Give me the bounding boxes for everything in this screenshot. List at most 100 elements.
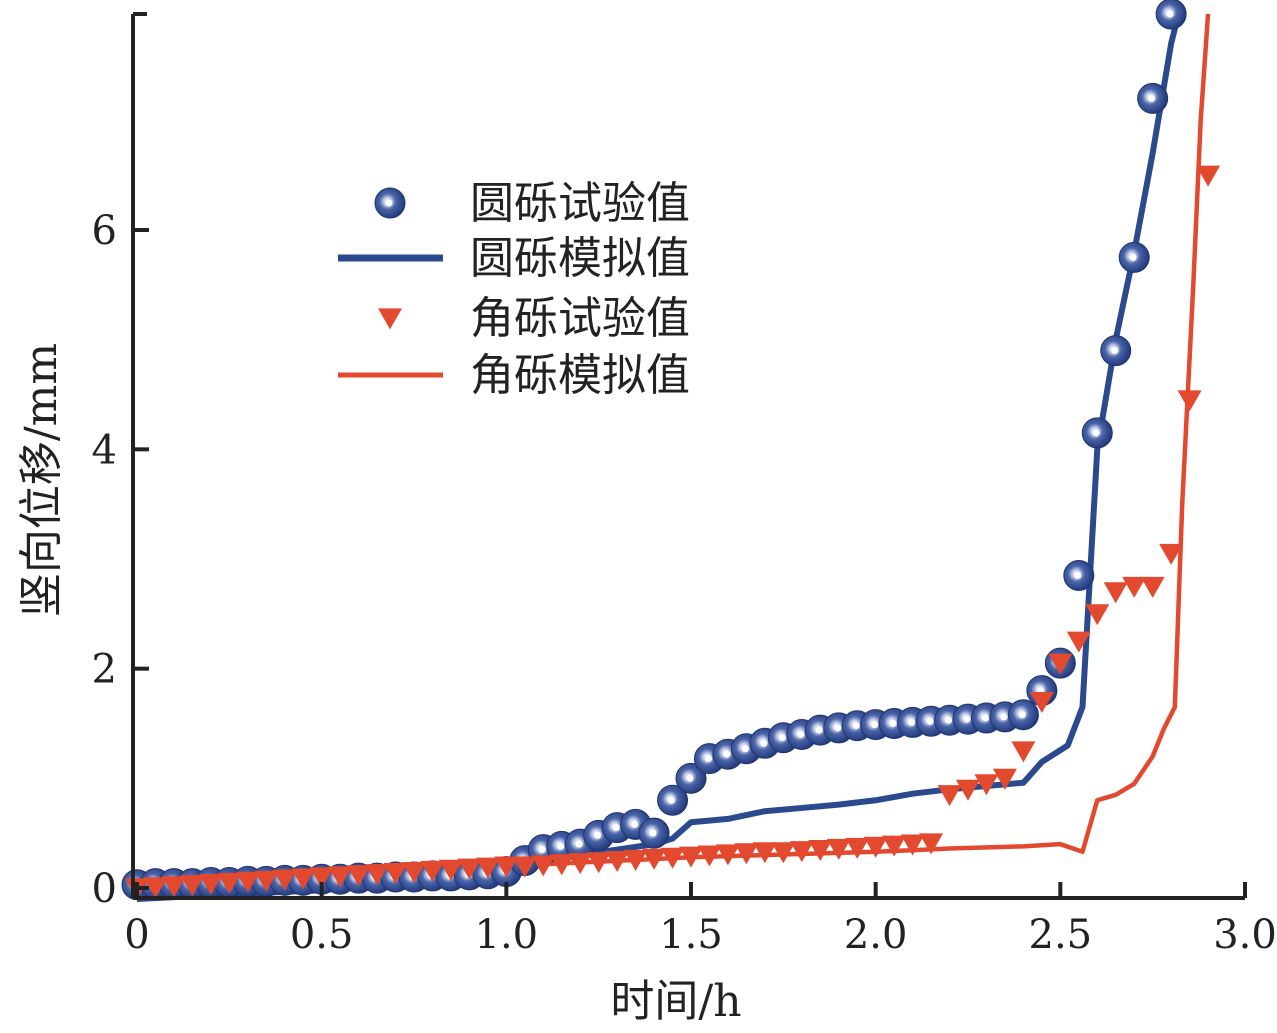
data-point	[752, 842, 777, 864]
data-point	[1007, 699, 1039, 731]
data-point	[291, 868, 316, 890]
data-point	[1137, 82, 1169, 114]
data-point	[475, 857, 500, 879]
data-point	[1155, 0, 1187, 30]
data-point	[217, 872, 242, 894]
y-tick-label: 0	[92, 866, 117, 912]
data-point	[1011, 741, 1036, 763]
data-point	[1103, 582, 1128, 604]
legend-label: 圆砾模拟值	[470, 233, 690, 284]
data-point	[1085, 604, 1110, 626]
y-axis-title: 竖向位移/mm	[16, 343, 67, 617]
x-tick-label: 0	[124, 912, 149, 958]
data-point	[1159, 543, 1184, 565]
legend-label: 圆砾试验值	[470, 178, 690, 229]
series-line	[136, 13, 1211, 885]
x-tick-label: 1.0	[475, 912, 539, 958]
x-tick-label: 1.5	[659, 912, 723, 958]
data-point	[457, 858, 482, 880]
data-point	[919, 833, 944, 855]
legend-circle-marker	[374, 187, 406, 219]
data-point	[642, 848, 667, 870]
x-tick-label: 2.5	[1029, 912, 1093, 958]
data-point	[992, 768, 1017, 790]
data-point	[143, 877, 168, 899]
axes: 0 0.5 1.0 1.5 2.0 2.5 3.0 0 2 4 6	[92, 12, 1277, 958]
data-point	[198, 874, 223, 896]
plot-series	[121, 0, 1221, 902]
data-point	[438, 859, 463, 881]
data-point	[845, 837, 870, 859]
data-point	[974, 774, 999, 796]
data-point	[365, 864, 390, 886]
data-point	[568, 853, 593, 875]
data-point	[715, 844, 740, 866]
data-point	[956, 779, 980, 801]
data-point	[1122, 576, 1147, 598]
x-tick-label: 3.0	[1213, 912, 1277, 958]
data-point	[1066, 631, 1091, 653]
data-point	[1029, 691, 1054, 713]
data-point	[272, 869, 297, 891]
data-point	[586, 852, 611, 874]
data-point	[328, 866, 353, 888]
series-1	[136, 13, 1182, 902]
data-point	[1177, 390, 1202, 412]
series-2	[125, 165, 1221, 900]
data-point	[882, 835, 907, 857]
data-point	[494, 856, 519, 878]
data-point	[638, 817, 670, 849]
data-point	[346, 865, 371, 887]
series-3	[136, 13, 1211, 885]
data-point	[1100, 335, 1132, 367]
data-point	[808, 840, 833, 862]
data-point	[420, 860, 445, 882]
legend-item: 圆砾模拟值	[338, 233, 690, 284]
data-point	[660, 847, 685, 869]
data-point	[1063, 559, 1095, 591]
data-point	[863, 836, 888, 858]
data-point	[383, 863, 408, 885]
data-point	[697, 845, 722, 867]
data-point	[161, 876, 186, 898]
data-point	[1081, 417, 1113, 449]
x-axis-title: 时间/h	[610, 976, 741, 1027]
y-tick-label: 6	[92, 208, 117, 254]
data-point	[734, 843, 759, 865]
data-point	[180, 875, 205, 897]
legend-label: 角砾试验值	[470, 293, 690, 344]
x-tick-label: 0.5	[290, 912, 354, 958]
legend-triangle-marker	[378, 308, 402, 330]
data-point	[1140, 576, 1165, 598]
legend-item: 圆砾试验值	[374, 178, 690, 229]
series-0	[121, 0, 1187, 901]
y-tick-label: 4	[92, 427, 117, 473]
data-point	[531, 855, 556, 877]
series-line	[136, 13, 1182, 902]
data-point	[309, 867, 334, 889]
data-point	[623, 849, 648, 871]
data-point	[605, 850, 630, 872]
data-point	[512, 856, 537, 878]
data-point	[1196, 165, 1221, 187]
data-point	[679, 846, 703, 868]
data-point	[402, 861, 426, 883]
data-point	[675, 762, 707, 794]
data-point	[1118, 241, 1150, 273]
x-tick-label: 2.0	[844, 912, 908, 958]
data-point	[657, 784, 689, 816]
data-point	[1048, 653, 1073, 675]
legend-item: 角砾模拟值	[338, 350, 690, 401]
legend-label: 角砾模拟值	[470, 350, 690, 401]
data-point	[254, 870, 279, 892]
data-point	[789, 841, 814, 863]
legend-item: 角砾试验值	[378, 293, 690, 344]
data-point	[235, 871, 260, 893]
data-point	[937, 785, 962, 807]
data-point	[549, 854, 574, 876]
x-ticks: 0 0.5 1.0 1.5 2.0 2.5 3.0	[124, 882, 1277, 958]
data-point	[900, 834, 925, 856]
data-point	[826, 838, 851, 860]
